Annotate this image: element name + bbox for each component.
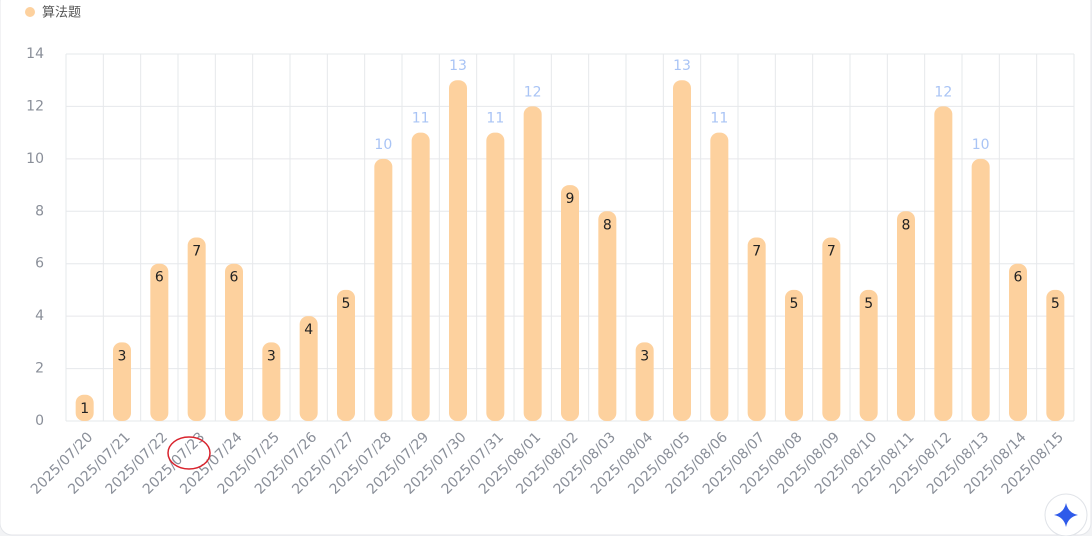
data-label: 11 — [486, 111, 504, 127]
bar — [75, 394, 94, 421]
data-label: 3 — [640, 348, 649, 364]
legend-marker — [25, 7, 35, 17]
y-tick-label: 14 — [26, 46, 44, 62]
bar — [262, 342, 281, 421]
y-tick-label: 6 — [35, 256, 44, 272]
data-label: 3 — [118, 348, 127, 364]
bar — [449, 80, 467, 421]
y-tick-label: 0 — [35, 413, 44, 429]
annotation-circle — [167, 436, 211, 470]
bar — [897, 211, 915, 421]
bar — [598, 211, 617, 421]
data-label: 4 — [304, 322, 313, 338]
bar — [785, 289, 803, 421]
bar — [1046, 289, 1065, 421]
y-tick-label: 2 — [35, 361, 44, 377]
data-label: 3 — [267, 348, 276, 364]
data-label: 8 — [902, 217, 911, 233]
bar — [859, 289, 878, 421]
sparkle-icon[interactable] — [1054, 503, 1078, 527]
data-label: 11 — [710, 111, 728, 127]
bar — [486, 132, 505, 421]
data-label: 12 — [524, 84, 542, 100]
y-tick-label: 12 — [26, 98, 44, 114]
data-label: 5 — [864, 296, 873, 312]
bar — [225, 263, 243, 421]
data-label: 7 — [192, 244, 201, 260]
bar — [374, 158, 393, 421]
data-label: 9 — [566, 191, 575, 207]
data-label: 7 — [827, 244, 836, 260]
legend-label: 算法题 — [42, 6, 81, 21]
data-label: 13 — [673, 58, 691, 74]
bar — [150, 263, 169, 421]
y-tick-label: 8 — [35, 203, 44, 219]
bar — [934, 106, 953, 421]
bar — [411, 132, 430, 421]
vertical-grid — [65, 54, 1075, 421]
data-label: 5 — [1051, 296, 1060, 312]
bar — [523, 106, 542, 421]
data-label: 12 — [934, 84, 952, 100]
bar — [971, 158, 990, 421]
y-tick-label: 4 — [35, 308, 44, 324]
data-label: 10 — [972, 137, 990, 153]
bar — [710, 132, 729, 421]
data-label: 11 — [412, 111, 430, 127]
data-label: 5 — [342, 296, 351, 312]
data-label: 5 — [790, 296, 799, 312]
data-label: 6 — [230, 270, 239, 286]
bar — [187, 237, 206, 421]
bar — [747, 237, 766, 421]
data-label: 6 — [155, 270, 164, 286]
y-tick-label: 10 — [26, 151, 44, 167]
data-label: 7 — [752, 244, 761, 260]
bar — [822, 237, 841, 421]
bar — [635, 342, 654, 421]
data-label: 10 — [374, 137, 392, 153]
bar — [113, 342, 131, 421]
data-label: 13 — [449, 58, 467, 74]
bar — [561, 185, 579, 421]
data-label: 1 — [80, 401, 89, 417]
bar — [1009, 263, 1027, 421]
data-label: 8 — [603, 217, 612, 233]
bar — [337, 289, 355, 421]
bar — [299, 316, 318, 421]
data-label: 6 — [1014, 270, 1023, 286]
bar — [673, 80, 691, 421]
